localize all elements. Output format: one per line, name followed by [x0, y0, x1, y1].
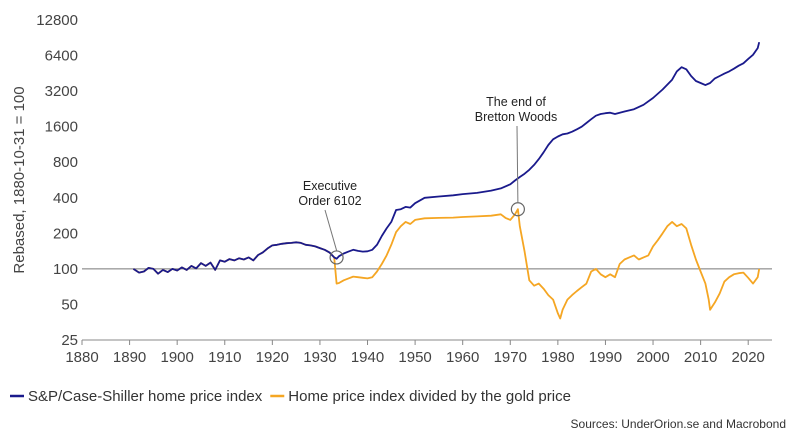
x-tick-label: 2020: [732, 349, 765, 366]
source-note: Sources: UnderOrion.se and Macrobond: [571, 417, 786, 431]
y-axis-ticks: 25 50 100 200 400 800 1600 3200 6400 12800: [36, 12, 78, 349]
annotation-text: Bretton Woods: [475, 110, 557, 124]
x-axis-ticks: 1880 1890 1900 1910 1920 1930 1940 1950 1960 1970…: [65, 339, 772, 366]
annotation-circle: [329, 250, 344, 265]
x-tick-label: 1890: [113, 349, 146, 366]
x-tick-label: 1970: [494, 349, 527, 366]
x-tick-label: 1900: [160, 349, 193, 366]
y-tick-label: 50: [61, 296, 78, 313]
annotation-circle: [510, 202, 525, 217]
y-tick-label: 200: [53, 225, 78, 242]
x-tick-label: 1940: [351, 349, 384, 366]
y-tick-label: 12800: [36, 12, 78, 29]
annotation-leader: [516, 125, 519, 203]
x-tick-label: 1950: [398, 349, 431, 366]
series-line-sp-case-shiller: [132, 41, 761, 275]
y-tick-label: 800: [53, 154, 78, 171]
series-line-home-price-gold: [132, 208, 761, 320]
y-tick-label: 3200: [45, 83, 78, 100]
annotation-text: Order 6102: [298, 194, 361, 208]
x-tick-label: 1980: [541, 349, 574, 366]
x-tick-label: 1930: [303, 349, 336, 366]
x-tick-label: 1960: [446, 349, 479, 366]
y-tick-label: 400: [53, 190, 78, 207]
y-tick-label: 25: [61, 332, 78, 349]
y-tick-label: 6400: [45, 48, 78, 65]
y-tick-label: 1600: [45, 119, 78, 136]
legend-entry: S&P/Case-Shiller home price index: [28, 388, 263, 405]
annotation-text: Executive: [303, 179, 357, 193]
legend-entry: Home price index divided by the gold pri…: [288, 388, 571, 405]
y-axis-title: Rebased, 1880-10-31 = 100: [11, 86, 28, 273]
annotation-leader: [324, 209, 338, 251]
x-tick-label: 1910: [208, 349, 241, 366]
x-tick-label: 2000: [636, 349, 669, 366]
annotation-text: The end of: [486, 95, 546, 109]
x-tick-label: 1920: [256, 349, 289, 366]
y-tick-label: 100: [53, 261, 78, 278]
y-axis-label: Rebased, 1880-10-31 = 100: [11, 86, 28, 273]
x-tick-label: 1990: [589, 349, 622, 366]
x-tick-label: 1880: [65, 349, 98, 366]
legend: S&P/Case-Shiller home price index Home pr…: [10, 388, 571, 405]
x-tick-label: 2010: [684, 349, 717, 366]
series-lines: [132, 41, 761, 320]
